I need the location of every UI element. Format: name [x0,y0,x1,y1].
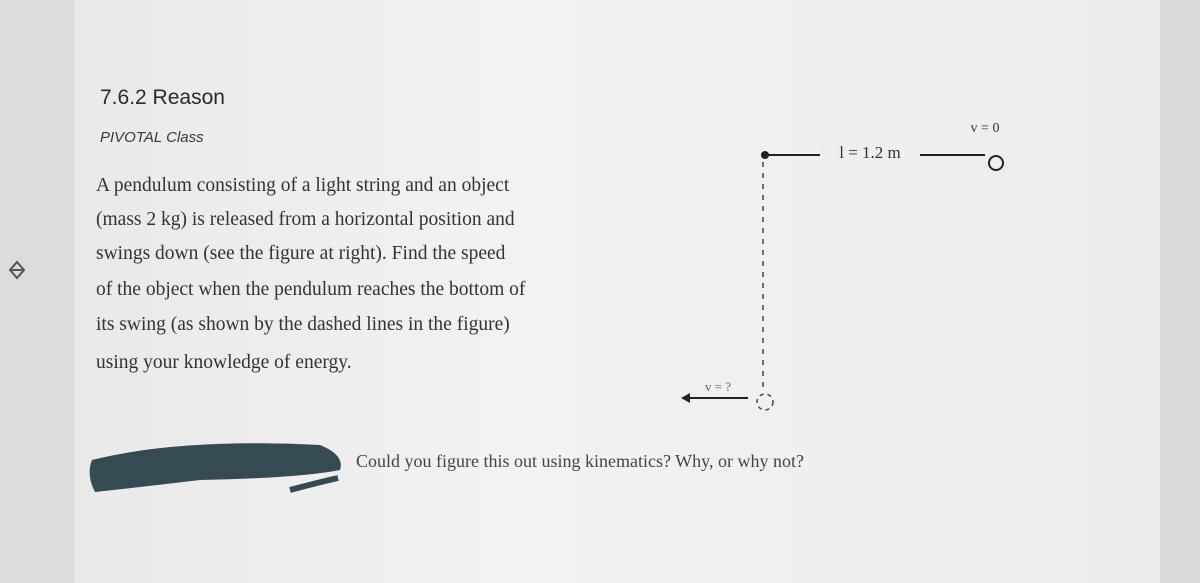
pivot [761,151,769,159]
label-bg [820,140,920,162]
redaction-stroke [289,475,339,493]
mass-bottom [756,393,774,411]
question: Could you figure this out using kinemati… [356,451,804,471]
arrow-head [681,393,690,403]
mass-top [988,155,1004,171]
problem-line: A pendulum consisting of a light string … [96,175,510,196]
problem-line: of the object when the pendulum reaches … [96,279,526,300]
length-label: l = 1.2 m [839,143,901,162]
right-margin [1160,0,1200,583]
problem-line: (mass 2 kg) is released from a horizonta… [96,209,515,230]
v-bottom-label: v = ? [705,379,731,394]
problem-line: using your knowledge of energy. [96,352,352,373]
problem-line: swings down (see the figure at right). F… [96,243,506,264]
redaction [89,443,341,492]
section-title: 7.6.2 Reason [100,86,225,109]
v-top-label: v = 0 [971,121,1000,136]
move-icon [8,260,26,280]
problem-line: its swing (as shown by the dashed lines … [96,314,510,335]
section-subtitle: PIVOTAL Class [100,129,204,146]
document-panel [74,0,1160,583]
